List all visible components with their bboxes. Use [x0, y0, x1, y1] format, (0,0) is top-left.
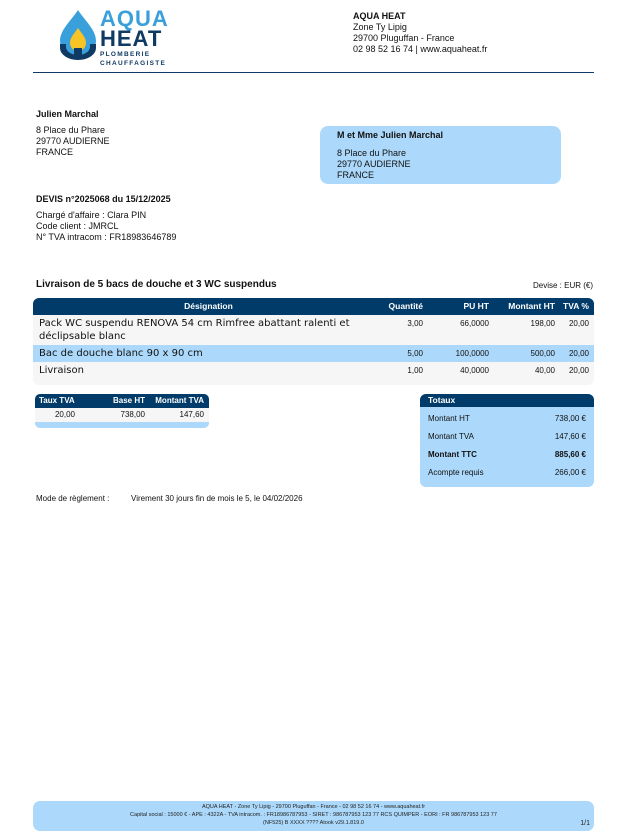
company-street: Zone Ty Lipig: [353, 22, 407, 32]
payment-value: Virement 30 jours fin de mois le 5, le 0…: [131, 494, 303, 503]
quote-subject: Livraison de 5 bacs de douche et 3 WC su…: [36, 279, 277, 290]
recipient-address-2: 29770 AUDIERNE: [337, 159, 411, 169]
cell-pu: 100,0000: [455, 349, 489, 358]
footer-line-2: Capital social : 15000 € - APE : 4322A -…: [130, 812, 497, 818]
header-vat: TVA %: [563, 301, 589, 311]
cell-tva: 20,00: [568, 366, 589, 375]
quote-info: DEVIS n°2025068 du 15/12/2025 Chargé d'a…: [36, 194, 176, 243]
quote-client-code: Code client : JMRCL: [36, 221, 119, 231]
total-row: Montant HT 738,00 €: [420, 410, 594, 428]
footer-line-3: (NF525) B XXXX ???? Atook v29.1.819.0: [263, 820, 364, 826]
total-label: Montant TTC: [428, 450, 477, 459]
cell-designation: Pack WC suspendu RENOVA 54 cm Rimfree ab…: [39, 318, 350, 342]
items-table: Désignation Quantité PU HT Montant HT TV…: [33, 298, 594, 385]
total-label: Montant TVA: [428, 432, 474, 441]
cell-designation: Livraison: [39, 365, 84, 376]
company-info: AQUA HEAT Zone Ty Lipig 29700 Pluguffan …: [353, 11, 487, 55]
footer: AQUA HEAT - Zone Ty Lipig - 29700 Pluguf…: [33, 801, 594, 831]
company-contact: 02 98 52 16 74 | www.aquaheat.fr: [353, 44, 488, 54]
footer-line-1: AQUA HEAT - Zone Ty Lipig - 29700 Pluguf…: [201, 804, 426, 810]
page-number: 1/1: [580, 820, 590, 827]
header-base: Base HT: [112, 396, 145, 405]
client-address-3: FRANCE: [36, 147, 74, 157]
items-table-header: Désignation Quantité PU HT Montant HT TV…: [33, 298, 594, 315]
company-logo: AQUA HEAT PLOMBERIE CHAUFFAGISTE: [56, 8, 176, 70]
header-designation: Désignation: [184, 301, 233, 311]
vat-amount: 147,60: [179, 410, 204, 419]
company-city: 29700 Pluguffan - France: [353, 33, 455, 43]
total-row: Montant TVA 147,60 €: [420, 428, 594, 446]
quote-manager: Chargé d'affaire : Clara PIN: [36, 210, 147, 220]
total-row: Montant TTC 885,60 €: [420, 446, 594, 464]
vat-base: 738,00: [120, 410, 145, 419]
table-row: Bac de douche blanc 90 x 90 cm 5,00 100,…: [33, 345, 594, 362]
client-address-2: 29770 AUDIERNE: [36, 136, 110, 146]
cell-pu: 66,0000: [460, 319, 489, 328]
header-amount: Montant HT: [508, 301, 555, 311]
totals-title: Totaux: [420, 394, 594, 407]
total-value: 147,60 €: [554, 432, 586, 441]
total-value: 738,00 €: [554, 414, 586, 423]
cell-tva: 20,00: [568, 349, 589, 358]
cell-pu: 40,0000: [460, 366, 489, 375]
recipient-address-box: M et Mme Julien Marchal 8 Place du Phare…: [320, 126, 561, 184]
quote-title: DEVIS n°2025068 du 15/12/2025: [36, 194, 171, 204]
company-name: AQUA HEAT: [353, 11, 406, 21]
quote-vat-number: N° TVA intracom : FR18983646789: [36, 232, 177, 242]
payment-label: Mode de règlement :: [36, 494, 110, 503]
cell-qty: 5,00: [407, 349, 423, 358]
header-quantity: Quantité: [388, 301, 423, 311]
table-row: Livraison 1,00 40,0000 40,00 20,00: [33, 362, 594, 385]
total-value: 266,00 €: [554, 468, 586, 477]
cell-tva: 20,00: [568, 319, 589, 328]
total-value: 885,60 €: [554, 450, 586, 459]
header-unit-price: PU HT: [463, 301, 490, 311]
total-label: Montant HT: [428, 414, 470, 423]
cell-qty: 3,00: [407, 319, 423, 328]
vat-table: Taux TVA Base HT Montant TVA 20,00 738,0…: [35, 394, 209, 428]
client-address-1: 8 Place du Phare: [36, 125, 106, 135]
cell-qty: 1,00: [407, 366, 423, 375]
recipient-address-3: FRANCE: [337, 170, 375, 180]
cell-total: 500,00: [530, 349, 555, 358]
water-drop-flame-icon: [60, 10, 96, 60]
vat-table-footer: [35, 422, 209, 428]
cell-total: 198,00: [530, 319, 555, 328]
totals-box: Totaux Montant HT 738,00 € Montant TVA 147…: [420, 394, 594, 487]
total-label: Acompte requis: [428, 468, 484, 477]
cell-designation: Bac de douche blanc 90 x 90 cm: [39, 348, 203, 359]
vat-row: 20,00 738,00 147,60: [35, 408, 209, 422]
header-vat-amount: Montant TVA: [155, 396, 204, 405]
vat-rate: 20,00: [54, 410, 75, 419]
recipient-name: M et Mme Julien Marchal: [337, 130, 444, 140]
vat-table-header: Taux TVA Base HT Montant TVA: [35, 394, 209, 408]
cell-total: 40,00: [534, 366, 555, 375]
header-vat-rate: Taux TVA: [39, 396, 75, 405]
client-name: Julien Marchal: [36, 109, 99, 119]
total-row: Acompte requis 266,00 €: [420, 464, 594, 482]
table-row: Pack WC suspendu RENOVA 54 cm Rimfree ab…: [33, 315, 594, 345]
currency-label: Devise : EUR (€): [532, 281, 593, 290]
client-block: Julien Marchal 8 Place du Phare 29770 AU…: [36, 109, 110, 158]
recipient-address-1: 8 Place du Phare: [337, 148, 407, 158]
header-divider: [33, 72, 594, 73]
